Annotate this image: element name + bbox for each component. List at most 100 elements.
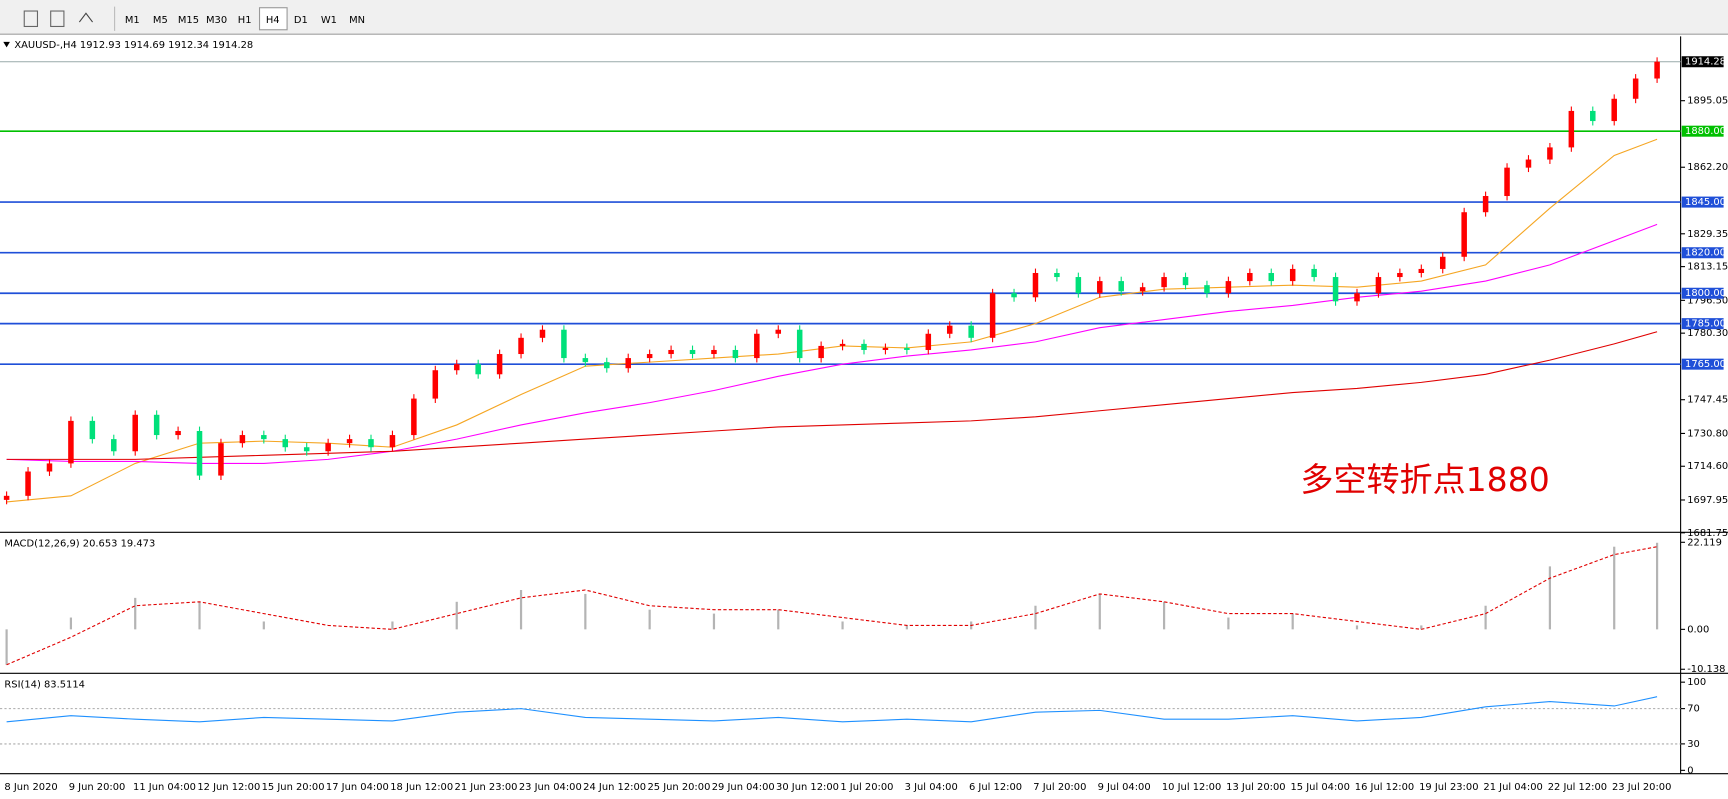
timeframe-button[interactable]: M30 [206,15,227,26]
candle [1182,277,1189,286]
y-tick-label: 1747.45 [1687,395,1728,406]
level-label: 1880.00 [1685,126,1726,137]
moving-average [6,331,1658,460]
candle [475,364,481,375]
candle [196,431,203,476]
chart-header: XAUUSD-,H4 1912.93 1914.69 1912.34 1914.… [14,40,253,51]
rsi-header: RSI(14) 83.5114 [4,679,85,690]
level-tag [1681,247,1724,259]
x-tick-label: 29 Jun 04:00 [712,782,775,793]
macd-bar [648,609,651,630]
candle [1568,110,1575,148]
x-tick-label: 17 Jun 04:00 [326,782,389,793]
macd-bar [584,593,587,630]
macd-bar [1162,601,1166,630]
text-tool[interactable] [23,10,39,28]
macd-bar [1613,546,1616,630]
timeframe-button[interactable]: W1 [321,15,337,26]
x-tick-label: 9 Jul 04:00 [1098,782,1151,793]
candle [1011,293,1017,298]
level-label: 1800.00 [1685,288,1726,299]
timeframe-button[interactable]: H4 [266,15,280,26]
y-tick-label: 30 [1687,739,1700,750]
candle [1268,272,1275,282]
candle [453,364,460,371]
candle [1139,287,1146,292]
candle [411,398,417,436]
y-tick-label: 1681.75 [1687,528,1728,539]
level-tag [1681,125,1724,137]
x-tick-label: 22 Jul 12:00 [1548,782,1607,793]
candle [346,439,353,444]
macd-bar [1034,605,1037,630]
candle [989,293,996,338]
toolbar-tools [23,6,116,31]
candle [604,362,610,369]
y-tick-label: 0.00 [1687,624,1709,635]
x-tick-label: 19 Jul 23:00 [1419,782,1478,793]
label-tool[interactable] [50,10,65,28]
timeframe-bar: M1 M5 M15 M30 H1 H4 D1 W1 MN [125,7,365,31]
y-tick-label: 100 [1687,677,1706,688]
candle [1161,277,1167,288]
collapse-icon[interactable] [3,41,10,48]
macd-bar [1484,605,1487,630]
x-tick-label: 24 Jun 12:00 [583,782,646,793]
candle [1654,61,1660,79]
level-tag [1681,196,1724,208]
candle [711,349,717,355]
timeframe-button[interactable]: M1 [125,15,140,26]
candle [111,439,117,452]
arrow-tool[interactable] [78,12,94,23]
macd-bar [1420,625,1423,630]
candle [1075,277,1082,294]
x-tick-label: 6 Jul 12:00 [969,782,1022,793]
y-tick-label: -10.138 [1687,664,1725,675]
macd-bar [1655,542,1659,630]
candle [904,347,910,350]
candle [582,358,589,363]
chart-area [0,36,1681,799]
y-tick-label: 1813.15 [1687,262,1728,273]
macd-bar [1291,613,1294,630]
timeframe-button[interactable]: M5 [153,15,168,26]
candle [561,329,567,359]
x-tick-label: 30 Jun 12:00 [776,782,839,793]
rsi-line [6,696,1658,723]
candle [968,325,974,338]
x-tick-label: 23 Jul 20:00 [1612,782,1671,793]
x-tick-label: 21 Jun 23:00 [455,782,518,793]
timeframe-button[interactable]: H1 [238,15,252,26]
candle [754,333,760,359]
candle [1461,212,1467,257]
timeframe-button[interactable]: MN [349,15,365,26]
y-tick-label: 1697.95 [1687,495,1728,506]
candle [539,329,546,338]
candle [518,337,524,355]
candle [239,435,246,444]
macd-bar [1227,617,1230,630]
macd-bar [391,621,394,630]
x-tick-label: 9 Jun 20:00 [69,782,126,793]
timeframe-button[interactable]: D1 [294,15,308,26]
macd-signal [6,546,1658,666]
y-tick-label: 1796.50 [1687,295,1728,306]
timeframe-button[interactable]: M15 [178,15,199,26]
candle [625,358,631,369]
candle [668,349,674,355]
candle [1590,110,1596,122]
macd-bar [905,625,908,630]
candle [325,443,331,452]
candle [432,370,439,399]
y-tick-label: 70 [1687,704,1700,715]
toolbar [0,0,1728,35]
candle [882,347,889,350]
x-tick-label: 15 Jul 04:00 [1290,782,1349,793]
candle [839,343,846,346]
candle [646,354,653,359]
macd-bar [777,609,780,630]
candle [1225,281,1232,294]
x-tick-label: 15 Jun 20:00 [262,782,325,793]
candle [1247,272,1253,282]
